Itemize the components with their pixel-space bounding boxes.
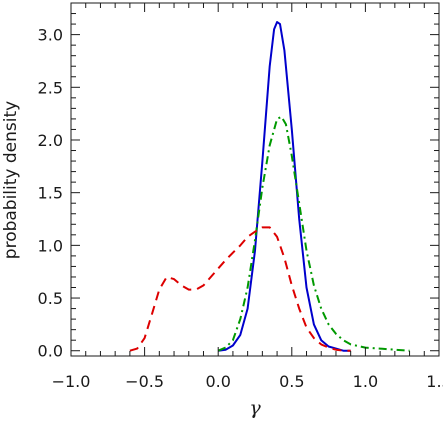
series-line-2 (217, 115, 410, 352)
series-line-3 (129, 226, 351, 352)
x-tick-label: 0.0 (205, 372, 230, 391)
x-tick-label: 1.5 (426, 372, 443, 391)
y-axis-title: probability density (1, 101, 21, 259)
x-tick-label: −1.0 (52, 372, 91, 391)
ticks-layer: −1.0 −0.5 0.0 0.5 1.0 1.5 0.0 0.5 1.0 1.5 2.0 2.5 3.… (38, 2, 443, 391)
series-line-1 (218, 21, 351, 352)
x-tick-label: −0.5 (125, 372, 164, 391)
y-tick-label: 1.5 (38, 184, 63, 203)
y-tick-label: 0.0 (38, 342, 63, 361)
x-axis-title: γ (249, 397, 261, 419)
y-tick-label: 1.0 (38, 236, 63, 255)
plot-frame (70, 2, 440, 357)
y-tick-label: 3.0 (38, 26, 63, 45)
x-tick-label: 1.0 (353, 372, 378, 391)
x-tick-label: 0.5 (279, 372, 304, 391)
y-tick-label: 2.5 (38, 78, 63, 97)
y-tick-label: 2.0 (38, 131, 63, 150)
y-tick-label: 0.5 (38, 289, 63, 308)
series-layer (129, 21, 410, 352)
